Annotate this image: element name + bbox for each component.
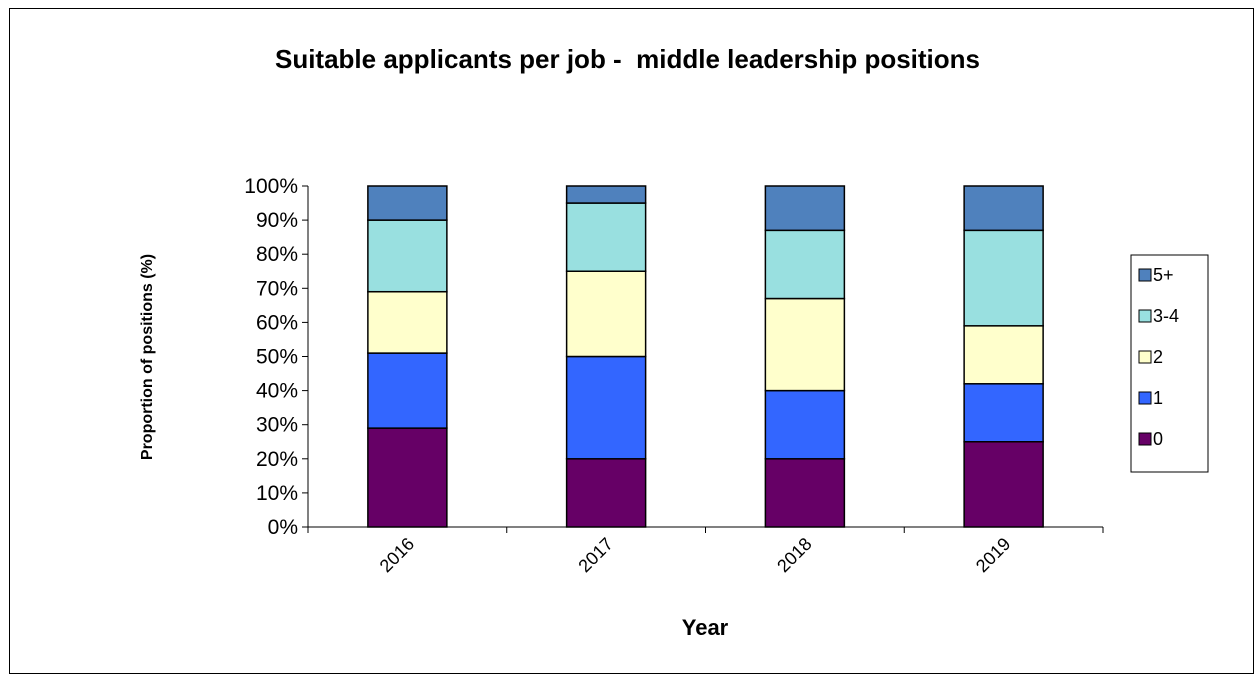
bar-segment-2019-2: [963, 325, 1044, 385]
bar-segment-2019-3-4: [963, 229, 1044, 327]
legend-label-3-4: 3-4: [1153, 306, 1179, 326]
legend-swatch-5+: [1138, 268, 1152, 282]
legend-swatch-2: [1138, 350, 1152, 364]
legend-swatch-1: [1138, 391, 1152, 405]
bar-segment-2019-5+: [963, 185, 1044, 232]
legend: 5+ 3-4 2 1 0: [1130, 254, 1209, 473]
y-tick-label: 20%: [256, 448, 298, 471]
bar-segment-2016-5+: [367, 185, 448, 221]
legend-label-5+: 5+: [1153, 265, 1174, 285]
chart-title: Suitable applicants per job - middle lea…: [274, 44, 980, 74]
y-tick-label: 50%: [256, 346, 298, 369]
x-tick-label: 2018: [773, 534, 815, 576]
bar-segment-2016-3-4: [367, 219, 448, 293]
y-axis-title: Proportion of positions (%): [139, 254, 156, 460]
x-tick-label: 2019: [972, 534, 1014, 576]
bars-group: [367, 185, 1044, 528]
y-tick-label: 0%: [268, 516, 298, 539]
bar-segment-2017-0: [565, 458, 647, 528]
bar-segment-2018-5+: [764, 185, 846, 232]
bar-segment-2017-3-4: [565, 202, 647, 272]
bar-segment-2018-0: [764, 458, 846, 528]
y-tick-label: 90%: [256, 209, 298, 232]
bar-segment-2017-5+: [565, 185, 647, 204]
bar-segment-2018-1: [764, 389, 846, 460]
bar-segment-2019-1: [963, 383, 1044, 443]
x-tick-label: 2017: [574, 534, 616, 576]
y-tick-label: 10%: [256, 482, 298, 505]
bar-segment-2018-2: [764, 297, 846, 392]
bar-segment-2017-1: [565, 355, 647, 460]
x-tick-label: 2016: [376, 534, 418, 576]
legend-label-0: 0: [1153, 429, 1163, 449]
bar-segment-2016-1: [367, 352, 448, 429]
y-tick-label: 80%: [256, 243, 298, 266]
y-tick-label: 70%: [256, 277, 298, 300]
legend-swatch-3-4: [1138, 309, 1152, 323]
y-tick-label: 30%: [256, 414, 298, 437]
legend-label-2: 2: [1153, 347, 1163, 367]
bar-segment-2019-0: [963, 441, 1044, 528]
legend-label-1: 1: [1153, 388, 1163, 408]
bar-segment-2018-3-4: [764, 229, 846, 300]
bar-segment-2016-0: [367, 427, 448, 528]
legend-swatch-0: [1138, 432, 1152, 446]
x-axis-title: Year: [682, 615, 729, 640]
y-tick-label: 40%: [256, 380, 298, 403]
bar-segment-2016-2: [367, 290, 448, 354]
y-tick-label: 60%: [256, 311, 298, 334]
bar-segment-2017-2: [565, 270, 647, 358]
y-tick-label: 100%: [244, 175, 298, 198]
